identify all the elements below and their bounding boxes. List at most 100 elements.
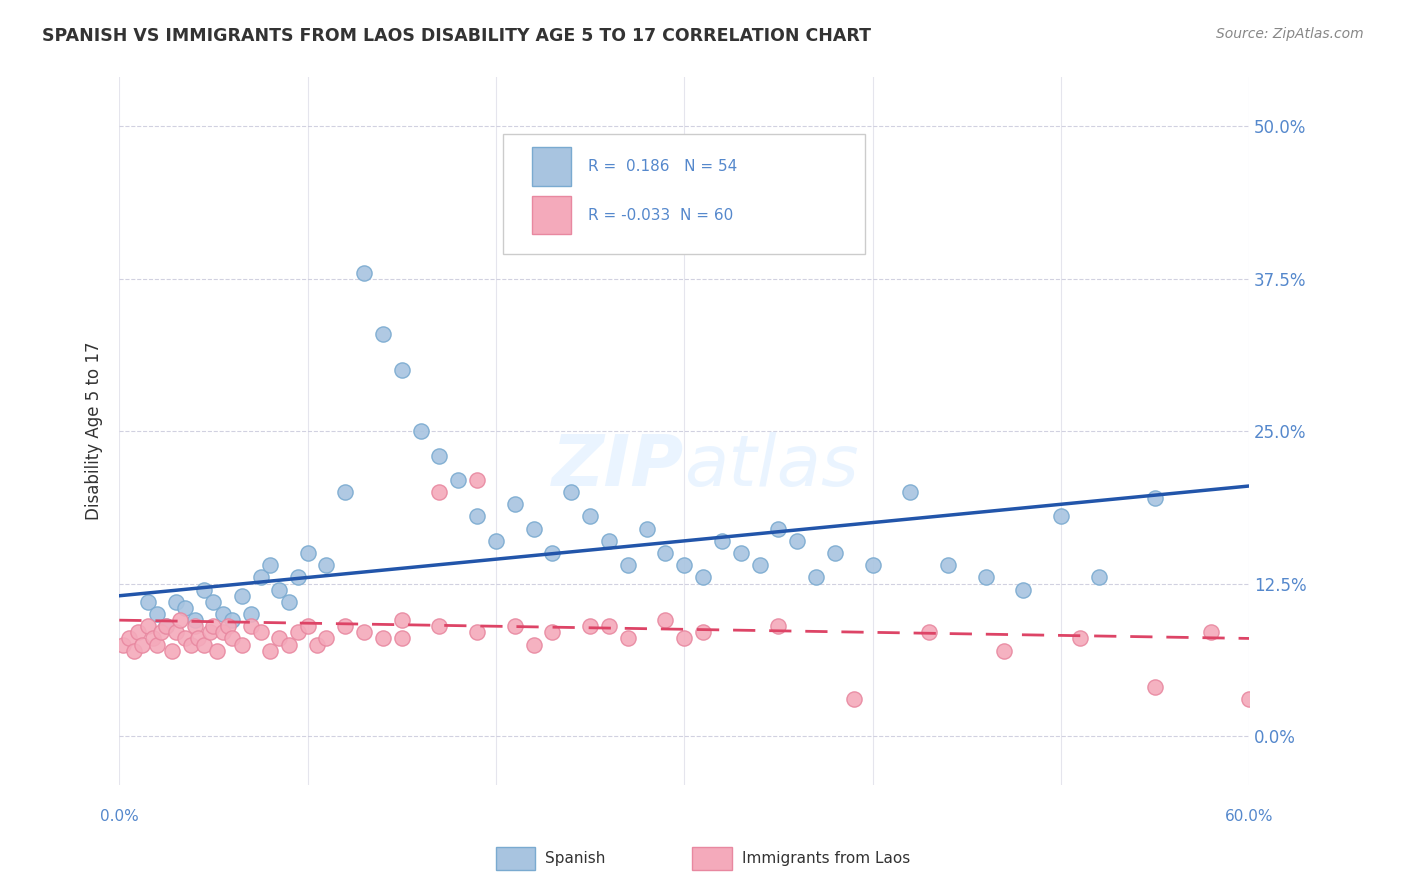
FancyBboxPatch shape: [531, 147, 571, 186]
Point: [429, 485, 451, 500]
Point: [297, 619, 319, 633]
Point: [371, 326, 394, 341]
Point: [155, 619, 177, 633]
Point: [1050, 509, 1073, 524]
Point: [131, 638, 153, 652]
Point: [579, 509, 602, 524]
Point: [249, 570, 271, 584]
Point: [598, 533, 620, 548]
Point: [211, 625, 233, 640]
Point: [221, 632, 243, 646]
Point: [353, 625, 375, 640]
Point: [287, 570, 309, 584]
Point: [465, 625, 488, 640]
Point: [485, 533, 508, 548]
Point: [1087, 570, 1109, 584]
Text: Spanish: Spanish: [544, 852, 605, 866]
Point: [541, 625, 564, 640]
Point: [297, 546, 319, 560]
Text: Source: ZipAtlas.com: Source: ZipAtlas.com: [1216, 27, 1364, 41]
Point: [112, 638, 135, 652]
FancyBboxPatch shape: [503, 134, 865, 254]
Point: [842, 692, 865, 706]
Point: [142, 632, 165, 646]
Point: [1143, 491, 1166, 506]
Point: [1012, 582, 1035, 597]
Point: [673, 632, 696, 646]
Text: 0.0%: 0.0%: [100, 809, 139, 824]
Point: [748, 558, 770, 573]
Point: [391, 613, 413, 627]
Point: [541, 546, 564, 560]
Point: [169, 613, 191, 627]
Point: [183, 613, 205, 627]
Point: [598, 619, 620, 633]
Point: [391, 632, 413, 646]
Point: [259, 558, 281, 573]
Point: [353, 266, 375, 280]
Point: [240, 619, 263, 633]
Point: [277, 638, 299, 652]
Point: [335, 485, 357, 500]
Point: [974, 570, 997, 584]
Point: [503, 619, 526, 633]
Point: [560, 485, 582, 500]
Point: [269, 632, 291, 646]
Point: [218, 619, 240, 633]
Point: [136, 619, 159, 633]
Text: 60.0%: 60.0%: [1225, 809, 1274, 824]
Point: [918, 625, 941, 640]
Point: [231, 589, 253, 603]
Point: [202, 619, 225, 633]
Text: ZIP: ZIP: [553, 432, 685, 501]
Point: [205, 643, 228, 657]
Point: [993, 643, 1015, 657]
Point: [240, 607, 263, 621]
Point: [231, 638, 253, 652]
Point: [862, 558, 884, 573]
Y-axis label: Disability Age 5 to 17: Disability Age 5 to 17: [86, 342, 103, 520]
Point: [465, 509, 488, 524]
Point: [692, 625, 714, 640]
Point: [335, 619, 357, 633]
Point: [429, 449, 451, 463]
Point: [202, 595, 225, 609]
Point: [165, 625, 187, 640]
Point: [409, 424, 432, 438]
FancyBboxPatch shape: [531, 195, 571, 235]
Point: [193, 638, 215, 652]
Point: [804, 570, 827, 584]
Point: [165, 595, 187, 609]
Point: [579, 619, 602, 633]
Point: [287, 625, 309, 640]
Point: [277, 595, 299, 609]
Point: [187, 632, 209, 646]
Point: [269, 582, 291, 597]
Point: [447, 473, 470, 487]
Point: [768, 522, 790, 536]
Point: [180, 638, 202, 652]
Point: [1237, 692, 1260, 706]
Point: [146, 607, 169, 621]
Point: [193, 582, 215, 597]
Point: [730, 546, 752, 560]
Point: [1069, 632, 1091, 646]
Point: [1201, 625, 1223, 640]
Point: [136, 595, 159, 609]
Point: [898, 485, 921, 500]
Point: [503, 497, 526, 511]
Point: [936, 558, 959, 573]
Point: [522, 638, 544, 652]
Point: [183, 619, 205, 633]
Point: [305, 638, 328, 652]
Text: R = -0.033  N = 60: R = -0.033 N = 60: [588, 208, 734, 222]
Point: [149, 625, 172, 640]
Point: [221, 613, 243, 627]
Point: [371, 632, 394, 646]
Point: [673, 558, 696, 573]
Point: [391, 363, 413, 377]
Point: [429, 619, 451, 633]
Point: [174, 632, 197, 646]
Point: [654, 613, 676, 627]
Point: [824, 546, 846, 560]
